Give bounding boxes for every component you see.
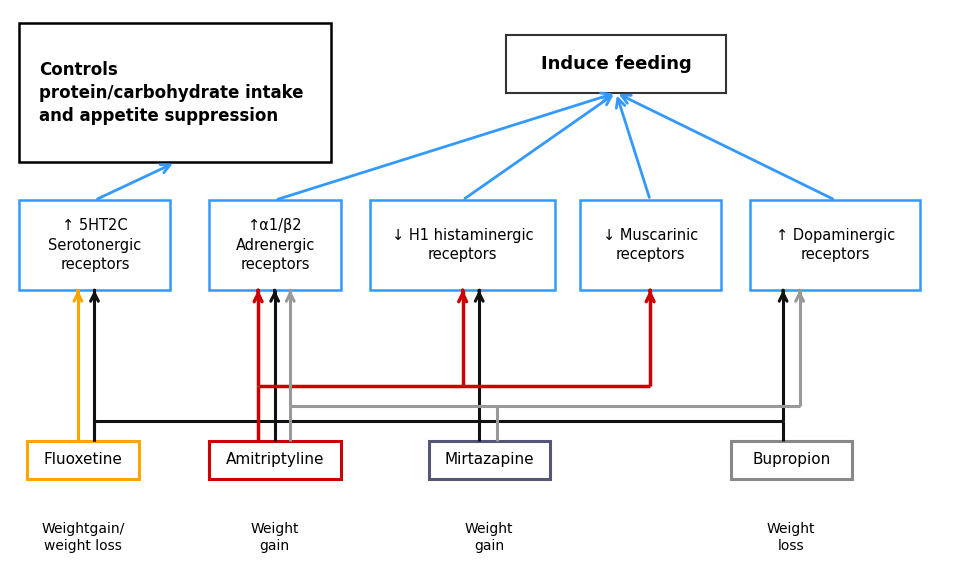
Text: Amitriptyline: Amitriptyline bbox=[226, 452, 324, 467]
Text: Weight
gain: Weight gain bbox=[465, 522, 513, 553]
FancyBboxPatch shape bbox=[506, 35, 726, 93]
FancyBboxPatch shape bbox=[580, 200, 721, 290]
Text: Controls
protein/carbohydrate intake
and appetite suppression: Controls protein/carbohydrate intake and… bbox=[39, 61, 304, 125]
FancyBboxPatch shape bbox=[19, 23, 331, 162]
Text: ↑α1/β2
Adrenergic
receptors: ↑α1/β2 Adrenergic receptors bbox=[236, 218, 315, 272]
Text: ↓ H1 histaminergic
receptors: ↓ H1 histaminergic receptors bbox=[392, 228, 534, 262]
Text: Weightgain/
weight loss: Weightgain/ weight loss bbox=[41, 522, 125, 553]
FancyBboxPatch shape bbox=[730, 441, 852, 478]
FancyBboxPatch shape bbox=[27, 441, 139, 478]
FancyBboxPatch shape bbox=[19, 200, 170, 290]
Text: Weight
loss: Weight loss bbox=[767, 522, 815, 553]
FancyBboxPatch shape bbox=[370, 200, 555, 290]
Text: Induce feeding: Induce feeding bbox=[541, 55, 692, 73]
Text: Fluoxetine: Fluoxetine bbox=[44, 452, 123, 467]
FancyBboxPatch shape bbox=[209, 200, 341, 290]
Text: Mirtazapine: Mirtazapine bbox=[444, 452, 535, 467]
Text: ↑ 5HT2C
Serotonergic
receptors: ↑ 5HT2C Serotonergic receptors bbox=[49, 218, 141, 272]
FancyBboxPatch shape bbox=[750, 200, 920, 290]
FancyBboxPatch shape bbox=[429, 441, 550, 478]
Text: Weight
gain: Weight gain bbox=[250, 522, 299, 553]
Text: Bupropion: Bupropion bbox=[752, 452, 831, 467]
FancyBboxPatch shape bbox=[209, 441, 341, 478]
Text: ↓ Muscarinic
receptors: ↓ Muscarinic receptors bbox=[603, 228, 697, 262]
Text: ↑ Dopaminergic
receptors: ↑ Dopaminergic receptors bbox=[775, 228, 895, 262]
